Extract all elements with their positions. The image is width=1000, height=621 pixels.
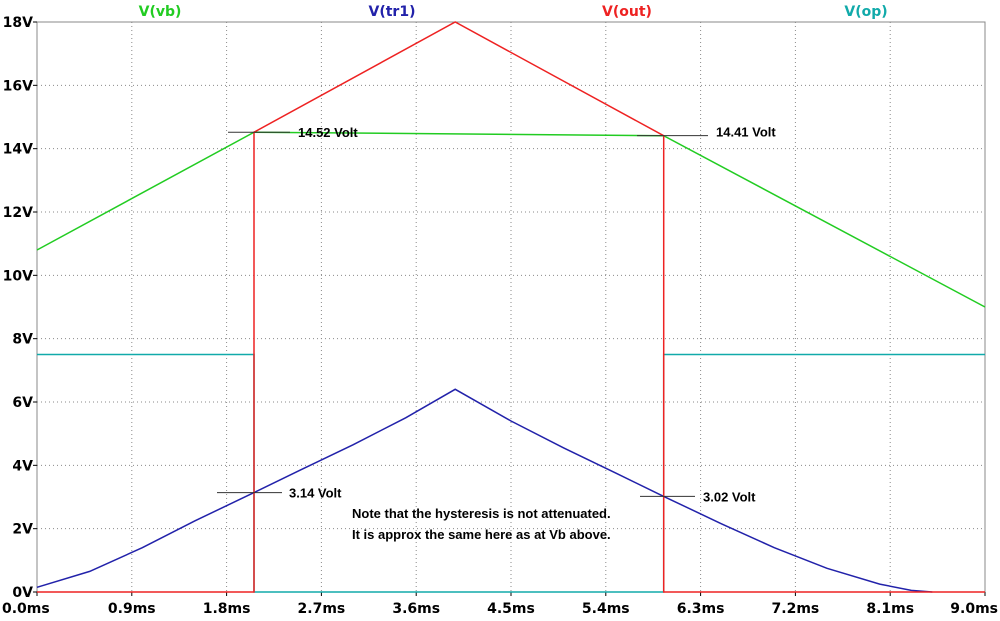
y-tick-label: 16V [3, 78, 33, 94]
y-tick-label: 0V [12, 585, 33, 601]
annotation-label: 14.41 Volt [716, 125, 776, 140]
x-tick-label: 3.6ms [392, 601, 440, 617]
x-tick-label: 1.8ms [203, 601, 251, 617]
annotation-label: 14.52 Volt [298, 125, 358, 140]
series-line-vvb [36, 131, 986, 308]
legend-entry: V(op) [844, 4, 887, 20]
axes: 0.0ms 0.9ms 1.8ms 2.7ms 3.6ms 4.5ms 5.4ms 6.3ms… [2, 15, 998, 617]
x-tick-label: 7.2ms [772, 601, 820, 617]
y-tick-label: 2V [12, 522, 33, 538]
series-line-vout [37, 21, 985, 593]
y-tick-label: 10V [3, 268, 33, 284]
x-tick-label: 4.5ms [487, 601, 535, 617]
legend: V(vb) V(tr1) V(out) V(op) [139, 4, 888, 20]
annotation-label: 3.02 Volt [703, 489, 756, 504]
x-tick-label: 5.4ms [582, 601, 630, 617]
x-tick-label: 0.9ms [108, 601, 156, 617]
note-line: Note that the hysteresis is not attenuat… [352, 506, 611, 521]
annotation-label: 3.14 Volt [289, 486, 342, 501]
x-tick-label: 6.3ms [677, 601, 725, 617]
legend-entry: V(tr1) [369, 4, 416, 20]
x-tick-label: 8.1ms [866, 601, 914, 617]
x-tick-label: 2.7ms [298, 601, 346, 617]
x-tick-label: 0.0ms [2, 601, 50, 617]
y-tick-label: 4V [12, 458, 33, 474]
legend-entry: V(vb) [139, 4, 182, 20]
annotations: 14.52 Volt 14.41 Volt 3.14 Volt 3.02 Volt No… [217, 125, 776, 542]
series-line-vtr1 [36, 388, 933, 593]
y-tick-label: 14V [3, 142, 33, 158]
legend-entry: V(out) [602, 4, 652, 20]
note-line: It is approx the same here as at Vb abov… [352, 527, 611, 542]
series-line-vop [37, 353, 985, 593]
y-tick-label: 6V [12, 395, 33, 411]
grid [37, 22, 985, 592]
x-tick-label: 9.0ms [950, 601, 998, 617]
y-tick-label: 18V [3, 15, 33, 31]
y-tick-label: 8V [12, 332, 33, 348]
series-lines [36, 21, 986, 593]
y-tick-label: 12V [3, 205, 33, 221]
